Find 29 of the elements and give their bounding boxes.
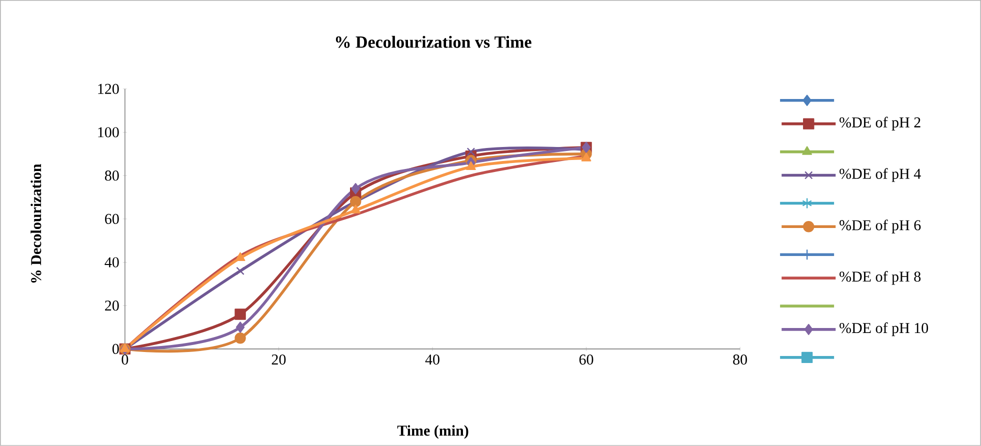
legend-label: %DE of pH 6 xyxy=(840,220,921,234)
x-axis-title: Time (min) xyxy=(397,425,468,439)
point xyxy=(466,161,476,170)
point xyxy=(581,152,592,162)
point xyxy=(466,148,476,156)
point xyxy=(234,332,246,344)
y-axis-title: % Decolourization xyxy=(30,164,42,283)
y-tick-label: 40 xyxy=(104,257,119,268)
legend-label: %DE of pH 10 xyxy=(840,322,928,336)
x-tick-label: 80 xyxy=(733,354,747,365)
point xyxy=(351,183,360,194)
y-tick-label: 120 xyxy=(98,84,119,94)
y-tick-label: 80 xyxy=(104,170,119,181)
y-tick-label: 60 xyxy=(105,214,119,224)
x-tick-label: 60 xyxy=(579,354,594,365)
x-tick-label: 0 xyxy=(122,354,128,365)
legend-label: %DE of pH 2 xyxy=(840,116,920,131)
legend-label: %DE of pH 4 xyxy=(840,168,921,182)
x-tick-label: 40 xyxy=(425,354,440,365)
y-tick-label: 0 xyxy=(112,344,119,354)
chart-title: % Decolourization vs Time xyxy=(336,36,532,48)
point xyxy=(234,308,246,320)
x-tick-label: 20 xyxy=(272,354,286,365)
y-tick-label: 20 xyxy=(105,300,119,311)
point xyxy=(235,252,246,262)
point xyxy=(236,322,245,333)
legend-label: %DE of pH 8 xyxy=(840,271,921,285)
point xyxy=(350,204,361,214)
y-tick-label: 100 xyxy=(98,127,119,138)
